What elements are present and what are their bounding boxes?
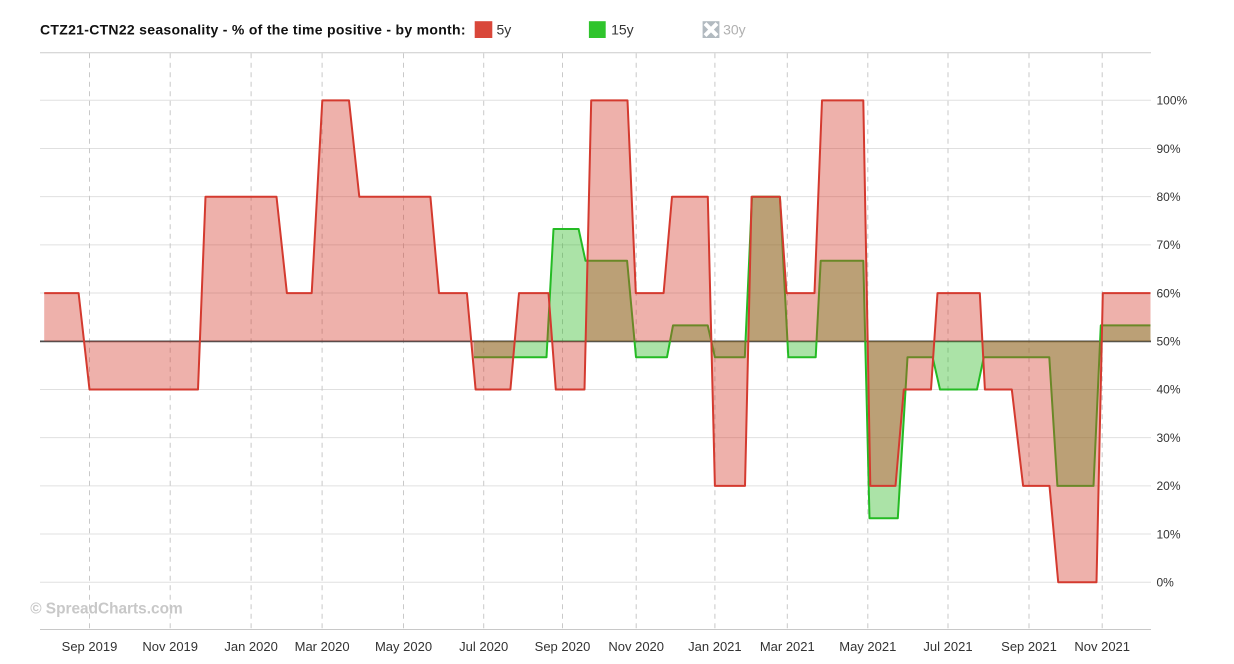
- svg-text:80%: 80%: [1157, 190, 1181, 204]
- svg-text:© SpreadCharts.com: © SpreadCharts.com: [30, 601, 182, 618]
- svg-text:Jan 2020: Jan 2020: [224, 639, 278, 654]
- svg-text:20%: 20%: [1157, 479, 1181, 493]
- svg-text:60%: 60%: [1157, 286, 1181, 300]
- svg-text:100%: 100%: [1157, 94, 1188, 108]
- svg-text:Mar 2020: Mar 2020: [295, 639, 350, 654]
- svg-text:5y: 5y: [497, 21, 512, 37]
- svg-text:50%: 50%: [1157, 335, 1181, 349]
- svg-text:30%: 30%: [1157, 431, 1181, 445]
- svg-text:May 2021: May 2021: [839, 639, 896, 654]
- svg-text:90%: 90%: [1157, 142, 1181, 156]
- svg-text:15y: 15y: [611, 21, 634, 37]
- svg-text:10%: 10%: [1157, 527, 1181, 541]
- svg-text:Jul 2021: Jul 2021: [923, 639, 972, 654]
- svg-text:Jul 2020: Jul 2020: [459, 639, 508, 654]
- svg-text:Sep 2021: Sep 2021: [1001, 639, 1057, 654]
- svg-text:May 2020: May 2020: [375, 639, 432, 654]
- svg-text:Nov 2020: Nov 2020: [608, 639, 664, 654]
- svg-text:CTZ21-CTN22 seasonality - % of: CTZ21-CTN22 seasonality - % of the time …: [40, 21, 466, 37]
- svg-text:Jan 2021: Jan 2021: [688, 639, 742, 654]
- svg-text:Sep 2020: Sep 2020: [535, 639, 591, 654]
- svg-text:0%: 0%: [1157, 576, 1175, 590]
- svg-text:30y: 30y: [723, 21, 746, 37]
- svg-text:Sep 2019: Sep 2019: [62, 639, 118, 654]
- svg-text:40%: 40%: [1157, 383, 1181, 397]
- svg-text:Nov 2019: Nov 2019: [142, 639, 198, 654]
- svg-text:70%: 70%: [1157, 238, 1181, 252]
- svg-text:Nov 2021: Nov 2021: [1074, 639, 1130, 654]
- svg-text:Mar 2021: Mar 2021: [760, 639, 815, 654]
